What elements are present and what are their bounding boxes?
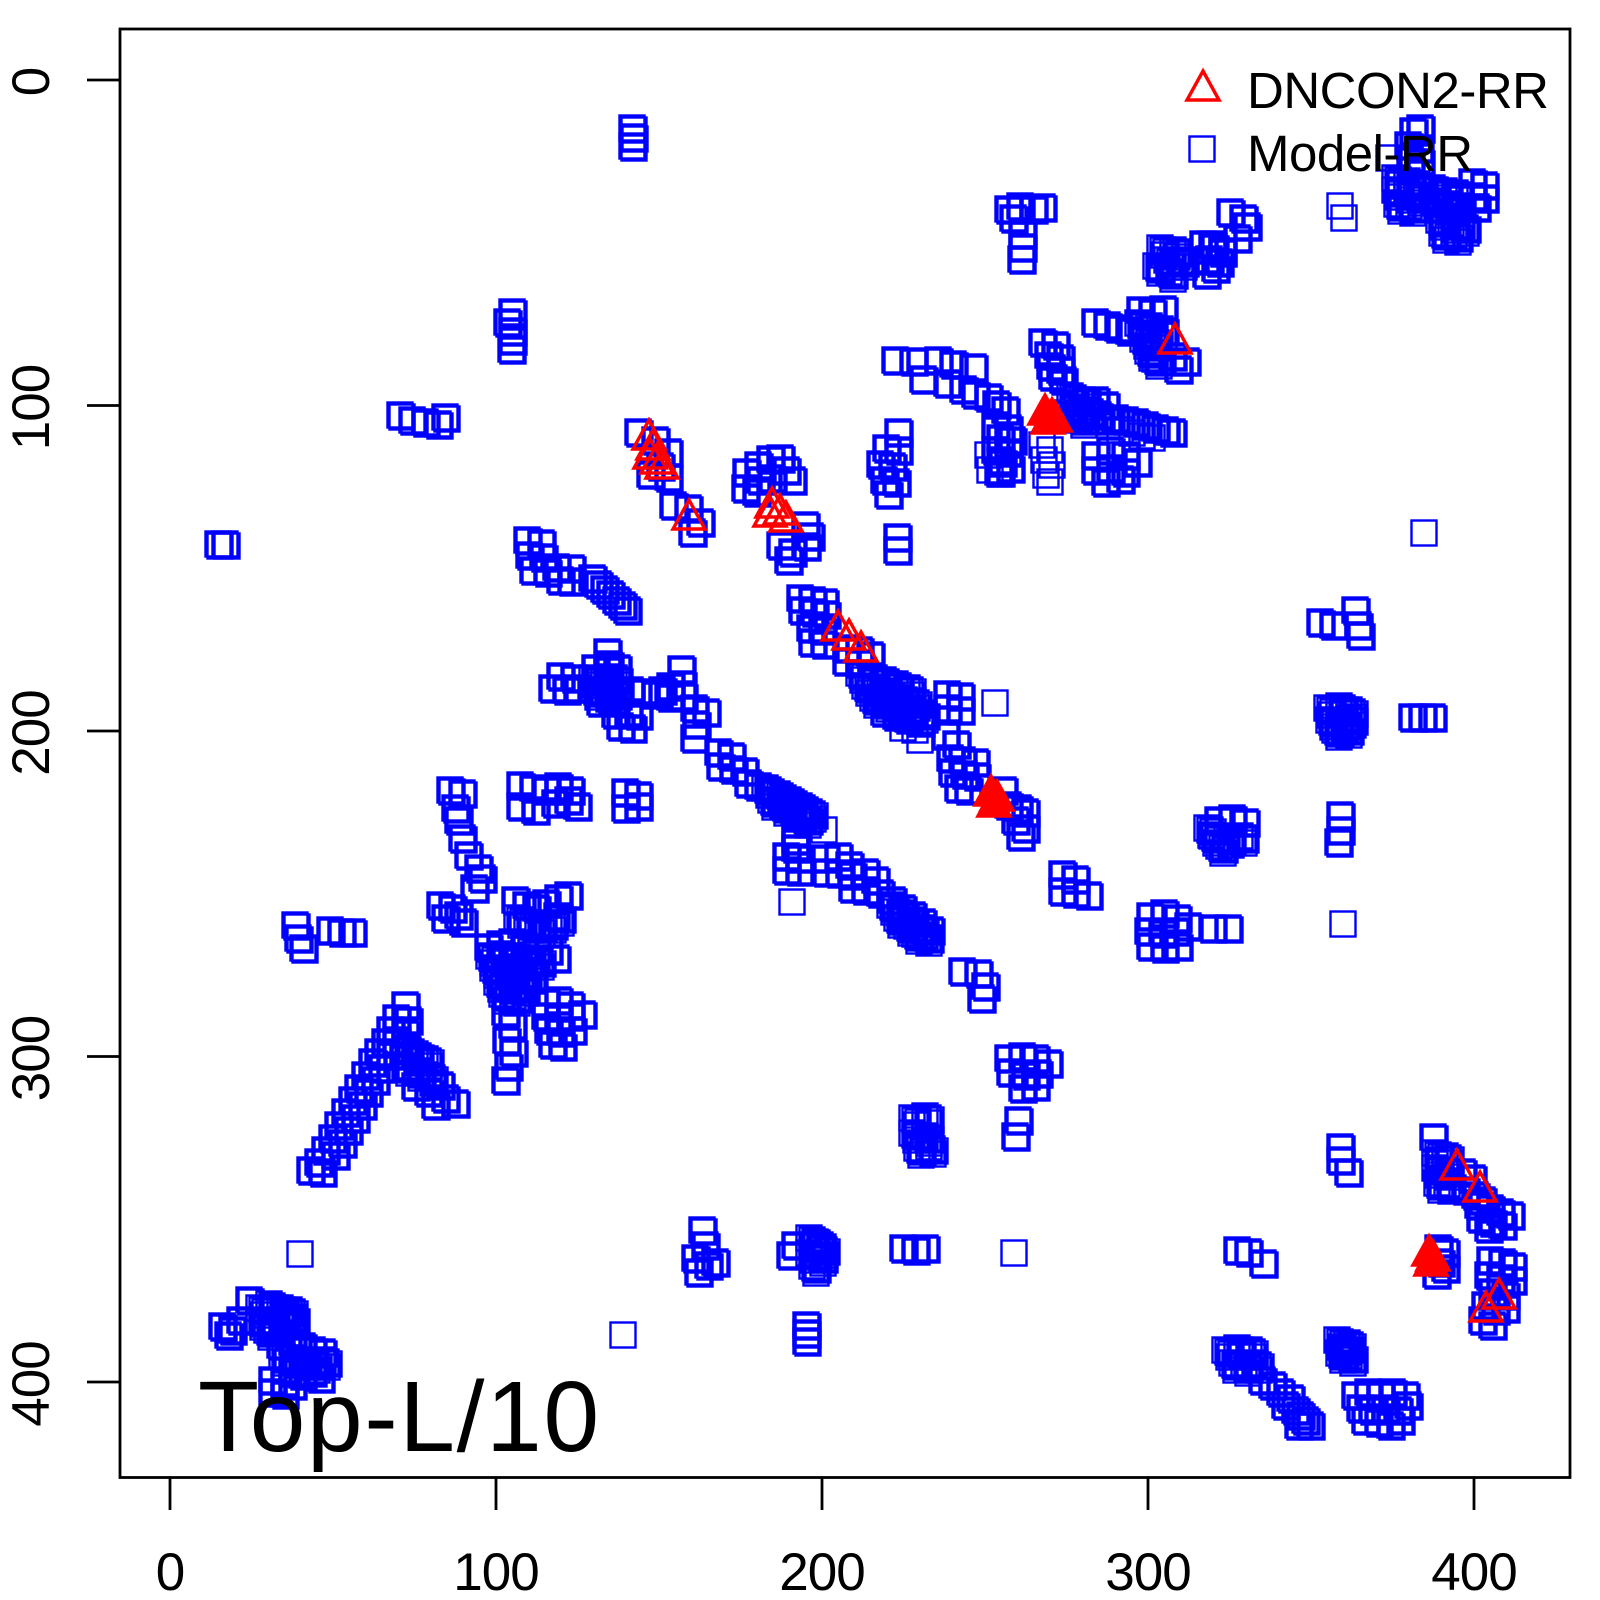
svg-text:300: 300 — [2, 1016, 61, 1101]
svg-text:0: 0 — [156, 1543, 184, 1600]
svg-text:Top-L/10: Top-L/10 — [198, 1361, 601, 1473]
svg-text:400: 400 — [1431, 1543, 1516, 1600]
svg-text:200: 200 — [2, 690, 61, 775]
svg-text:200: 200 — [779, 1543, 864, 1600]
svg-text:0: 0 — [2, 68, 61, 96]
svg-text:100: 100 — [2, 365, 61, 450]
svg-text:300: 300 — [1105, 1543, 1190, 1600]
svg-text:Model-RR: Model-RR — [1247, 125, 1473, 182]
svg-text:400: 400 — [2, 1341, 61, 1426]
svg-text:DNCON2-RR: DNCON2-RR — [1247, 62, 1549, 119]
svg-text:100: 100 — [453, 1543, 538, 1600]
